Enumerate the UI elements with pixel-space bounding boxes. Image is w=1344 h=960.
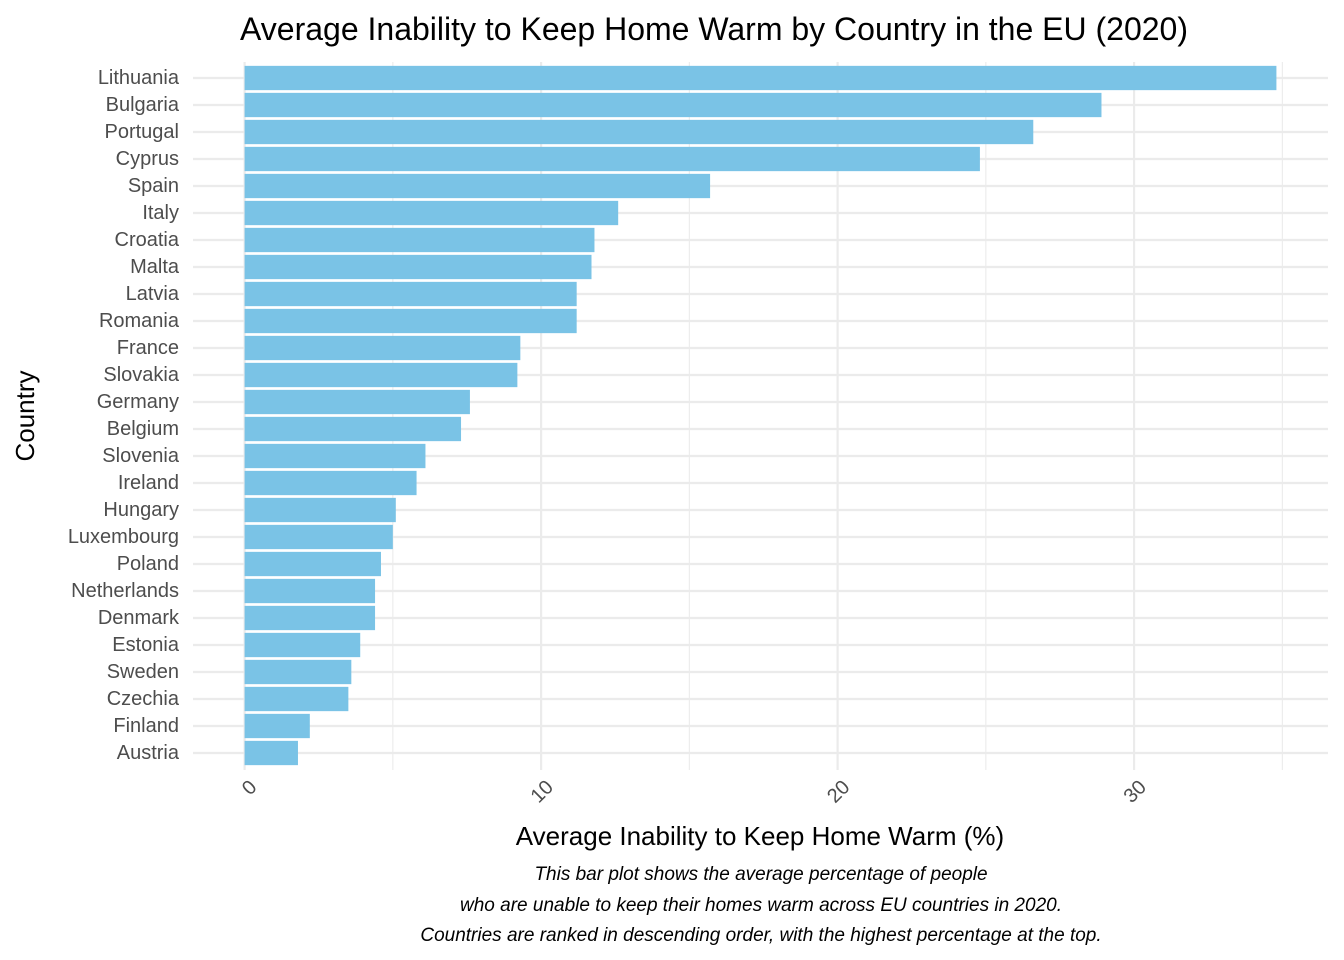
y-tick-label-denmark: Denmark [98,607,180,629]
bar-romania [244,308,577,334]
x-tick-label: 10 [527,776,558,807]
y-axis-title: Country [10,370,40,461]
caption-line-3: Countries are ranked in descending order… [420,925,1101,946]
bar-estonia [244,632,361,658]
y-tick-label-germany: Germany [97,391,179,413]
bar-czechia [244,686,349,712]
bar-denmark [244,605,376,631]
y-tick-label-czechia: Czechia [107,688,180,710]
caption-line-1: This bar plot shows the average percenta… [534,864,987,885]
chart-title: Average Inability to Keep Home Warm by C… [240,11,1188,47]
bar-lithuania [244,65,1277,91]
bar-luxembourg [244,524,393,550]
bar-ireland [244,470,417,496]
bar-finland [244,713,310,739]
bar-latvia [244,281,577,307]
y-tick-label-sweden: Sweden [107,661,179,683]
bar-malta [244,254,592,280]
bar-slovakia [244,362,518,388]
y-tick-label-cyprus: Cyprus [116,148,179,170]
y-tick-label-estonia: Estonia [112,634,180,656]
bar-belgium [244,416,462,442]
bar-hungary [244,497,396,523]
y-tick-label-france: France [117,337,179,359]
y-tick-label-bulgaria: Bulgaria [106,94,180,116]
y-tick-label-hungary: Hungary [103,499,179,521]
y-axis-tick-labels: Lithuania Bulgaria Portugal Cyprus Spain Ital… [68,67,180,764]
y-tick-label-finland: Finland [113,715,179,737]
bar-italy [244,200,619,226]
y-tick-label-netherlands: Netherlands [71,580,179,602]
bar-sweden [244,659,352,685]
x-tick-label: 0 [238,776,261,799]
bars [244,65,1277,766]
bar-croatia [244,227,595,253]
y-tick-label-spain: Spain [128,175,179,197]
bar-portugal [244,119,1034,145]
bar-netherlands [244,578,376,604]
bar-france [244,335,521,361]
y-tick-label-luxembourg: Luxembourg [68,526,179,548]
caption-line-2: who are unable to keep their homes warm … [460,895,1062,916]
x-axis-tick-labels: 0 10 20 30 [238,776,1151,807]
x-axis-title: Average Inability to Keep Home Warm (%) [516,821,1004,851]
bar-bulgaria [244,92,1102,118]
y-tick-label-austria: Austria [117,742,180,764]
bar-spain [244,173,711,199]
y-tick-label-belgium: Belgium [107,418,179,440]
bar-austria [244,740,298,766]
y-tick-label-italy: Italy [142,202,179,224]
x-tick-label: 30 [1120,776,1151,807]
y-tick-label-poland: Poland [117,553,179,575]
y-tick-label-latvia: Latvia [126,283,180,305]
y-tick-label-ireland: Ireland [118,472,179,494]
y-tick-label-slovenia: Slovenia [102,445,180,467]
bar-poland [244,551,381,577]
x-tick-label: 20 [823,776,854,807]
bar-cyprus [244,146,980,172]
y-tick-label-slovakia: Slovakia [103,364,179,386]
bar-slovenia [244,443,426,469]
y-tick-label-lithuania: Lithuania [98,67,180,89]
y-tick-label-malta: Malta [130,256,180,278]
y-tick-label-croatia: Croatia [115,229,180,251]
y-tick-label-portugal: Portugal [105,121,180,143]
bar-germany [244,389,470,415]
y-tick-label-romania: Romania [99,310,180,332]
